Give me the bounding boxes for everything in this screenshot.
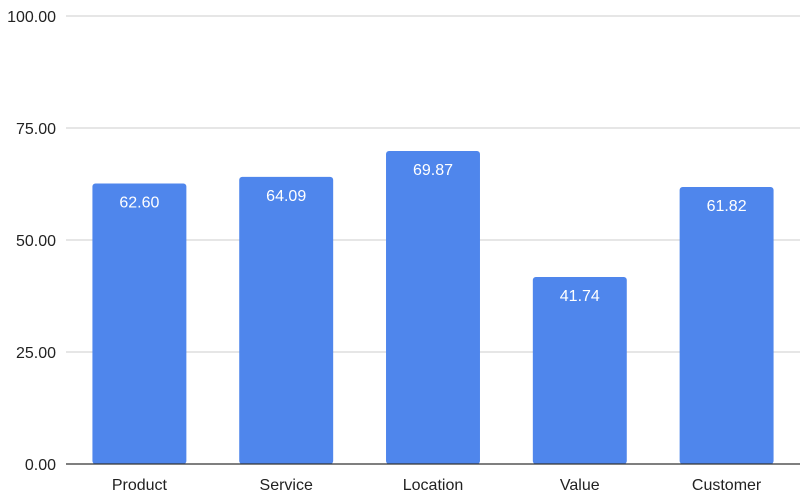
bar — [239, 176, 334, 464]
y-axis-tick-labels: 0.00 25.00 50.00 75.00 100.00 — [7, 9, 56, 474]
y-tick-label: 75.00 — [16, 121, 56, 138]
y-tick-label: 0.00 — [25, 457, 56, 474]
x-axis-tick-labels: Product Service Location Value Customer — [112, 477, 762, 494]
bar — [386, 150, 480, 464]
bar — [532, 277, 627, 464]
x-tick-label: Product — [112, 477, 168, 494]
bar — [92, 183, 187, 464]
bar-value-label: 64.09 — [266, 188, 306, 205]
x-tick-label: Value — [560, 477, 600, 494]
y-tick-label: 25.00 — [16, 345, 56, 362]
bar-value-labels: 62.60 64.09 69.87 41.74 61.82 — [119, 162, 746, 305]
bar-value-label: 62.60 — [119, 195, 159, 212]
bar-value-label: 61.82 — [707, 198, 747, 215]
y-tick-label: 50.00 — [16, 233, 56, 250]
bar — [679, 187, 774, 465]
x-tick-label: Customer — [692, 477, 762, 494]
x-tick-label: Location — [403, 477, 464, 494]
y-tick-label: 100.00 — [7, 9, 56, 26]
bars — [92, 150, 774, 465]
x-tick-label: Service — [260, 477, 313, 494]
bar-value-label: 69.87 — [413, 162, 453, 179]
bar-value-label: 41.74 — [560, 288, 600, 305]
